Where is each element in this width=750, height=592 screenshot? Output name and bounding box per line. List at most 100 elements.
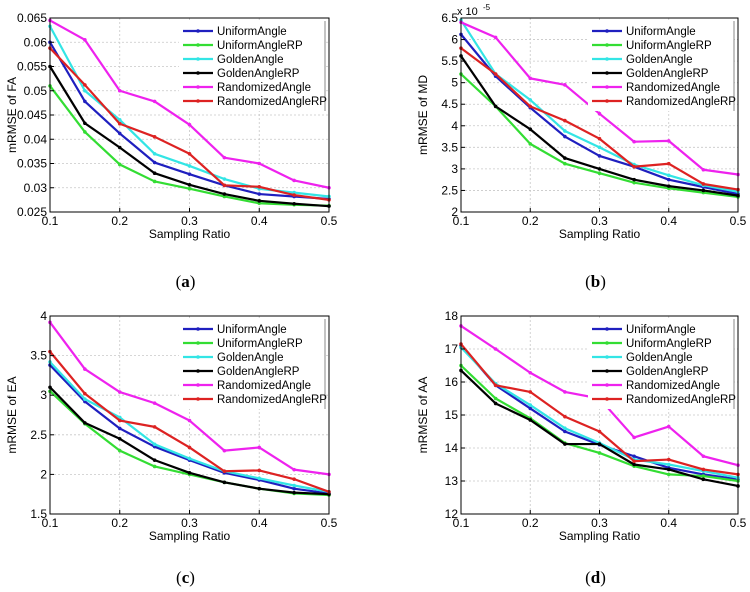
data-point bbox=[666, 457, 671, 462]
data-point bbox=[152, 458, 157, 462]
legend-marker bbox=[196, 355, 200, 359]
data-point bbox=[83, 391, 87, 396]
x-tick-label: 0.1 bbox=[453, 516, 470, 530]
legend-marker bbox=[196, 99, 200, 103]
x-tick-label: 0.3 bbox=[591, 516, 608, 530]
legend: UniformAngle UniformAngleRP GoldenAngle Gol… bbox=[588, 21, 736, 111]
x-axis-label: Sampling Ratio bbox=[559, 529, 641, 543]
legend-marker bbox=[605, 29, 609, 33]
y-tick-label: 2.5 bbox=[441, 183, 458, 197]
y-tick-label: 2.5 bbox=[30, 428, 47, 442]
x-axis-label: Sampling Ratio bbox=[559, 227, 641, 241]
x-tick-label: 0.2 bbox=[111, 214, 128, 228]
legend-box bbox=[588, 319, 734, 409]
x-tick-label: 0.5 bbox=[730, 516, 747, 530]
legend: UniformAngle UniformAngleRP GoldenAngle Gol… bbox=[179, 319, 327, 409]
y-tick-label: 17 bbox=[445, 342, 459, 356]
y-exponent-value: -5 bbox=[483, 3, 491, 12]
x-tick-label: 0.1 bbox=[42, 214, 59, 228]
data-point bbox=[597, 167, 602, 171]
legend-marker bbox=[605, 383, 609, 387]
data-point bbox=[493, 396, 498, 401]
legend-marker bbox=[196, 85, 200, 89]
y-tick-label: 0.035 bbox=[17, 157, 47, 171]
panel-label: (a) bbox=[176, 272, 196, 291]
y-tick-label: 2 bbox=[451, 205, 458, 219]
data-point bbox=[563, 442, 567, 446]
x-axis-label: Sampling Ratio bbox=[149, 227, 231, 241]
data-point bbox=[117, 415, 122, 420]
data-point bbox=[187, 152, 192, 156]
data-point bbox=[83, 88, 87, 93]
y-exponent-label: x 10 bbox=[457, 6, 478, 18]
y-axis-label: mRMSE of MD bbox=[416, 75, 430, 155]
data-point bbox=[563, 390, 567, 394]
data-point bbox=[83, 121, 87, 126]
legend-marker bbox=[196, 57, 200, 61]
data-point bbox=[563, 156, 567, 160]
x-tick-label: 0.4 bbox=[660, 214, 677, 228]
data-point bbox=[701, 188, 706, 193]
x-tick-label: 0.3 bbox=[591, 214, 608, 228]
y-tick-label: 13 bbox=[445, 474, 459, 488]
data-point bbox=[632, 177, 636, 182]
legend-entry-label: RandomizedAngleRP bbox=[217, 394, 327, 406]
x-axis-label: Sampling Ratio bbox=[149, 529, 231, 543]
data-point bbox=[597, 171, 602, 175]
data-point bbox=[187, 164, 192, 168]
x-tick-label: 0.5 bbox=[321, 516, 338, 530]
legend-entry-label: UniformAngleRP bbox=[217, 338, 303, 350]
data-point bbox=[493, 72, 498, 76]
data-point bbox=[701, 167, 706, 172]
data-point bbox=[152, 152, 157, 156]
data-point bbox=[528, 76, 533, 81]
data-point bbox=[152, 442, 157, 447]
data-point bbox=[257, 476, 262, 481]
data-point bbox=[83, 130, 87, 134]
data-point bbox=[666, 139, 671, 143]
data-point bbox=[257, 161, 262, 166]
legend-box bbox=[179, 319, 325, 409]
legend-marker bbox=[605, 85, 609, 89]
legend-marker bbox=[605, 43, 609, 47]
legend-marker bbox=[605, 397, 609, 401]
data-point bbox=[563, 129, 567, 133]
data-point bbox=[292, 483, 296, 488]
legend-marker bbox=[196, 397, 200, 401]
panel-label: (b) bbox=[585, 272, 606, 291]
x-tick-label: 0.3 bbox=[181, 214, 198, 228]
data-point bbox=[666, 177, 671, 182]
data-point bbox=[292, 193, 296, 197]
data-point bbox=[83, 83, 87, 87]
data-point bbox=[117, 390, 122, 394]
x-tick-label: 0.3 bbox=[181, 516, 198, 530]
data-point bbox=[83, 367, 87, 371]
y-tick-label: 0.025 bbox=[17, 205, 47, 219]
y-tick-label: 0.05 bbox=[24, 84, 48, 98]
legend-marker bbox=[605, 341, 609, 345]
legend-marker bbox=[196, 341, 200, 345]
legend-entry-label: RandomizedAngle bbox=[217, 380, 311, 392]
x-tick-label: 0.4 bbox=[660, 516, 677, 530]
x-tick-label: 0.5 bbox=[730, 214, 747, 228]
legend-entry-label: RandomizedAngle bbox=[217, 82, 311, 94]
data-point bbox=[597, 429, 602, 434]
data-point bbox=[117, 121, 122, 126]
x-tick-label: 0.2 bbox=[522, 214, 539, 228]
legend-entry-label: GoldenAngleRP bbox=[626, 68, 709, 80]
data-point bbox=[187, 183, 192, 187]
x-tick-label: 0.2 bbox=[522, 516, 539, 530]
legend-entry-label: RandomizedAngle bbox=[626, 380, 720, 392]
data-point bbox=[632, 454, 636, 459]
data-point bbox=[117, 88, 122, 93]
legend-entry-label: GoldenAngleRP bbox=[217, 68, 300, 80]
x-tick-label: 0.5 bbox=[321, 214, 338, 228]
y-tick-label: 14 bbox=[445, 441, 459, 455]
data-point bbox=[152, 171, 157, 175]
legend-entry-label: RandomizedAngleRP bbox=[626, 394, 736, 406]
legend-entry-label: RandomizedAngle bbox=[626, 82, 720, 94]
y-tick-label: 3 bbox=[451, 162, 458, 176]
data-point bbox=[563, 83, 567, 87]
data-point bbox=[257, 184, 262, 189]
data-point bbox=[701, 474, 706, 478]
